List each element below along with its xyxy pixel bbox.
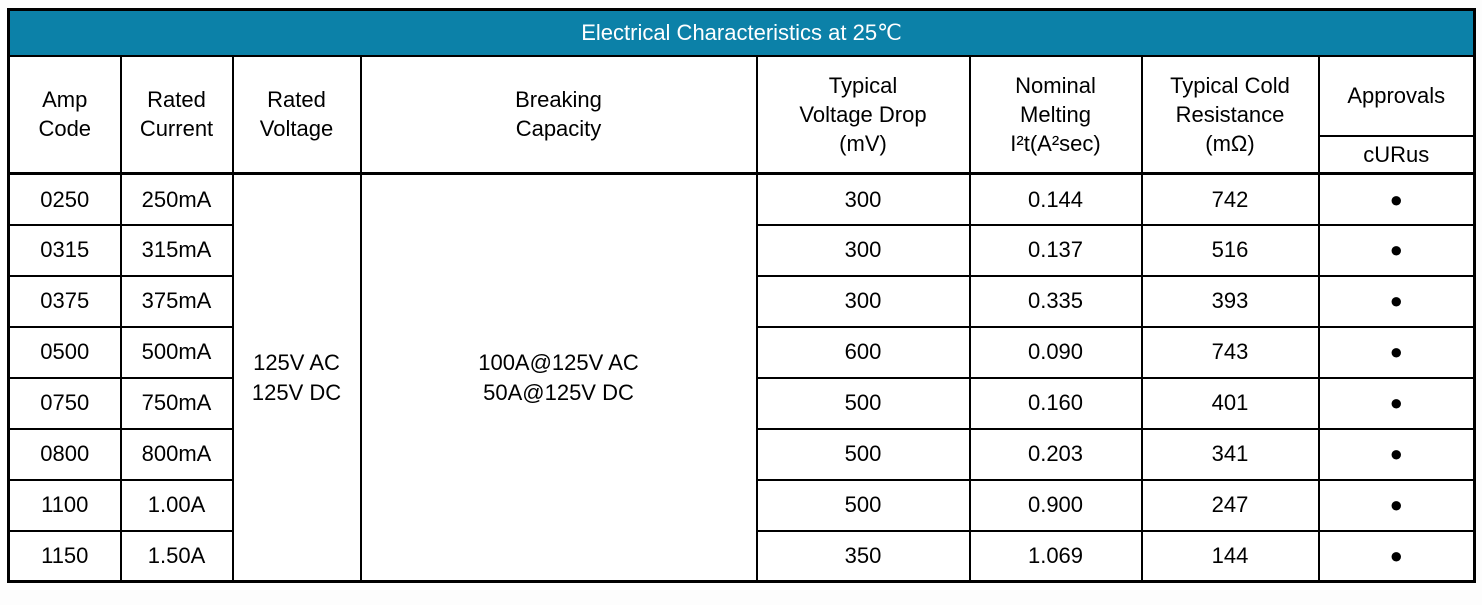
curus-approval-dot-icon: ● xyxy=(1317,325,1476,379)
cold-resistance-cell: 742 xyxy=(1140,172,1320,226)
rated-current-cell: 800mA xyxy=(119,427,234,481)
voltage-drop-cell: 500 xyxy=(755,478,971,532)
cold-resistance-cell: 247 xyxy=(1140,478,1320,532)
table-header: Electrical Characteristics at 25℃ Amp Co… xyxy=(7,8,1476,175)
title-row: Electrical Characteristics at 25℃ xyxy=(7,8,1476,57)
rated-voltage-cell: 125V AC 125V DC xyxy=(231,172,362,583)
rated-current-cell: 1.00A xyxy=(119,478,234,532)
melting-i2t-cell: 0.335 xyxy=(968,274,1143,328)
amp-code-cell: 1100 xyxy=(7,478,122,532)
cold-resistance-cell: 341 xyxy=(1140,427,1320,481)
curus-approval-dot-icon: ● xyxy=(1317,529,1476,583)
curus-approval-dot-icon: ● xyxy=(1317,478,1476,532)
table-row: 0750 750mA 500 0.160 401 ● xyxy=(7,376,1476,430)
curus-approval-dot-icon: ● xyxy=(1317,223,1476,277)
table-row: 0500 500mA 600 0.090 743 ● xyxy=(7,325,1476,379)
breaking-capacity-cell: 100A@125V AC 50A@125V DC xyxy=(359,172,758,583)
rated-current-cell: 375mA xyxy=(119,274,234,328)
voltage-drop-cell: 350 xyxy=(755,529,971,583)
amp-code-cell: 1150 xyxy=(7,529,122,583)
curus-approval-dot-icon: ● xyxy=(1317,427,1476,481)
table-title: Electrical Characteristics at 25℃ xyxy=(7,8,1476,57)
amp-code-cell: 0500 xyxy=(7,325,122,379)
voltage-drop-cell: 300 xyxy=(755,223,971,277)
rated-current-cell: 250mA xyxy=(119,172,234,226)
melting-i2t-cell: 0.144 xyxy=(968,172,1143,226)
voltage-drop-cell: 600 xyxy=(755,325,971,379)
table-row: 0250 250mA 125V AC 125V DC 100A@125V AC … xyxy=(7,172,1476,583)
melting-i2t-cell: 0.203 xyxy=(968,427,1143,481)
melting-i2t-cell: 1.069 xyxy=(968,529,1143,583)
amp-code-cell: 0750 xyxy=(7,376,122,430)
col-header-rated-current: Rated Current xyxy=(119,54,234,175)
header-row: Amp Code Rated Current Rated Voltage Bre… xyxy=(7,54,1476,175)
table-row: 0375 375mA 300 0.335 393 ● xyxy=(7,274,1476,328)
subheader-row: cURus xyxy=(9,134,1476,175)
table-row: 1100 1.00A 500 0.900 247 ● xyxy=(7,478,1476,532)
voltage-drop-cell: 500 xyxy=(755,376,971,430)
voltage-drop-cell: 300 xyxy=(755,172,971,226)
cold-resistance-cell: 516 xyxy=(1140,223,1320,277)
rated-current-cell: 1.50A xyxy=(119,529,234,583)
amp-code-cell: 0250 xyxy=(7,172,122,226)
curus-approval-dot-icon: ● xyxy=(1317,172,1476,226)
rated-current-cell: 750mA xyxy=(119,376,234,430)
rated-current-cell: 315mA xyxy=(119,223,234,277)
voltage-drop-cell: 300 xyxy=(755,274,971,328)
col-header-approvals: Approvals xyxy=(1317,54,1476,137)
table-row: 0315 315mA 300 0.137 516 ● xyxy=(7,223,1476,277)
rated-current-cell: 500mA xyxy=(119,325,234,379)
cold-resistance-cell: 144 xyxy=(1140,529,1320,583)
electrical-characteristics-table: Electrical Characteristics at 25℃ Amp Co… xyxy=(7,8,1476,583)
melting-i2t-cell: 0.090 xyxy=(968,325,1143,379)
cold-resistance-cell: 401 xyxy=(1140,376,1320,430)
melting-i2t-cell: 0.900 xyxy=(968,478,1143,532)
col-header-melting-i2t: Nominal Melting I²t(A²sec) xyxy=(968,54,1143,175)
col-header-amp-code: Amp Code xyxy=(7,54,122,175)
curus-approval-dot-icon: ● xyxy=(1317,274,1476,328)
cold-resistance-cell: 393 xyxy=(1140,274,1320,328)
voltage-drop-cell: 500 xyxy=(755,427,971,481)
table-body: 0250 250mA 125V AC 125V DC 100A@125V AC … xyxy=(7,172,1476,583)
melting-i2t-cell: 0.160 xyxy=(968,376,1143,430)
curus-approval-dot-icon: ● xyxy=(1317,376,1476,430)
amp-code-cell: 0800 xyxy=(7,427,122,481)
col-header-breaking-capacity: Breaking Capacity xyxy=(359,54,758,175)
table-row: 1150 1.50A 350 1.069 144 ● xyxy=(7,529,1476,583)
amp-code-cell: 0375 xyxy=(7,274,122,328)
table-row: 0800 800mA 500 0.203 341 ● xyxy=(7,427,1476,481)
col-header-voltage-drop: Typical Voltage Drop (mV) xyxy=(755,54,971,175)
col-subheader-curus: cURus xyxy=(1317,134,1476,175)
col-header-rated-voltage: Rated Voltage xyxy=(231,54,362,175)
melting-i2t-cell: 0.137 xyxy=(968,223,1143,277)
amp-code-cell: 0315 xyxy=(7,223,122,277)
cold-resistance-cell: 743 xyxy=(1140,325,1320,379)
col-header-cold-resistance: Typical Cold Resistance (mΩ) xyxy=(1140,54,1320,175)
